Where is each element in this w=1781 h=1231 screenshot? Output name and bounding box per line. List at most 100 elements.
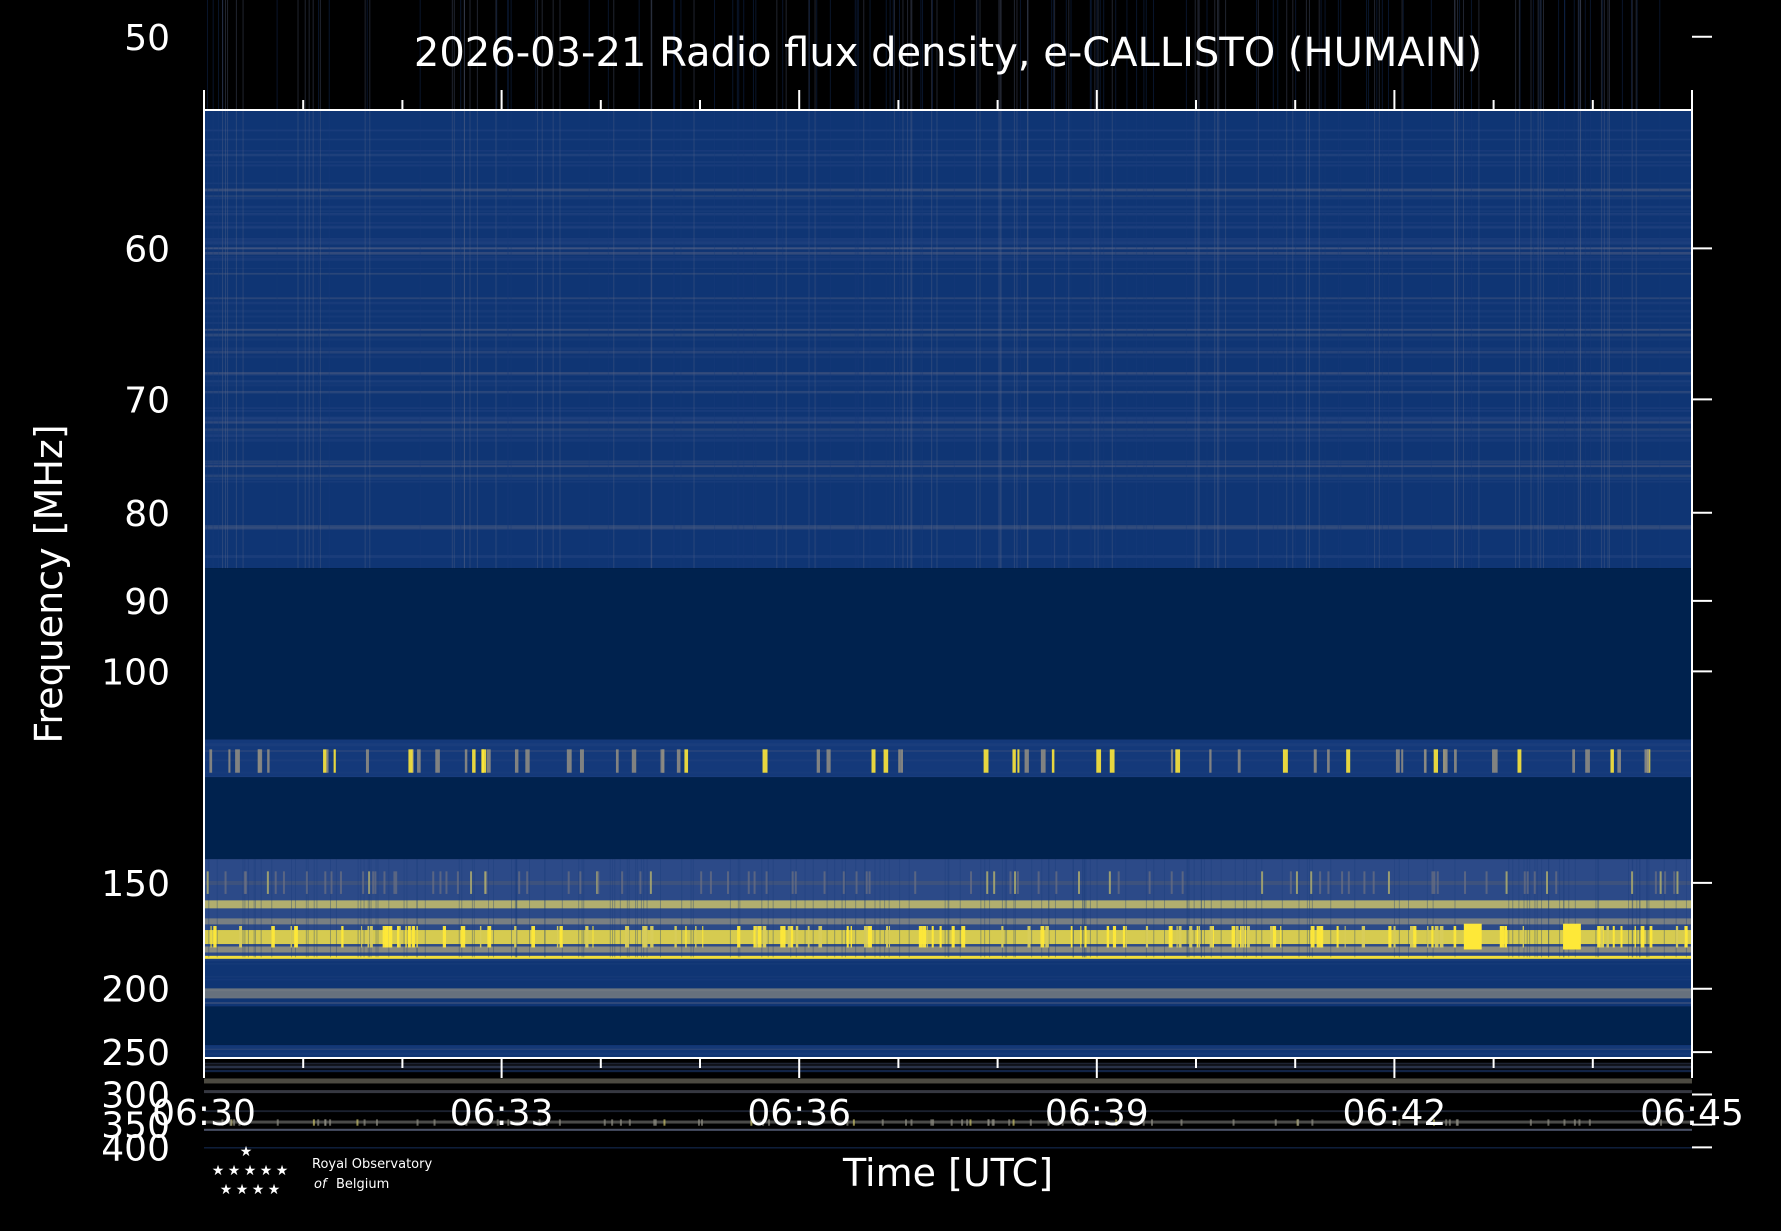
burst-spike-116 <box>525 749 530 773</box>
time-striation <box>1051 0 1053 569</box>
burst-spike-172 <box>755 926 758 948</box>
burst-spike-172 <box>1675 926 1679 948</box>
burst-spike-345 <box>750 1119 753 1126</box>
burst-spike-150 <box>1555 871 1558 894</box>
burst-spike-116 <box>333 749 336 773</box>
time-striation <box>948 859 950 958</box>
freq-line-178 <box>204 946 1692 953</box>
time-striation <box>640 859 642 958</box>
burst-spike-172 <box>780 926 784 948</box>
burst-spike-150 <box>1108 871 1111 894</box>
burst-spike-345 <box>654 1119 657 1126</box>
burst-spike-116 <box>1401 749 1404 773</box>
time-striation <box>1636 0 1638 569</box>
burst-spike-345 <box>1445 1119 1448 1126</box>
burst-spike-116 <box>1170 749 1174 773</box>
burst-spike-172 <box>1198 926 1201 948</box>
time-striation <box>541 0 543 569</box>
noise-streak <box>204 322 1692 324</box>
time-striation <box>975 0 977 569</box>
burst-spike-150 <box>432 871 435 894</box>
burst-spike-116 <box>1585 749 1590 773</box>
time-striation <box>609 859 611 958</box>
burst-spike-345 <box>1456 1119 1459 1126</box>
burst-spike-172 <box>1640 926 1645 948</box>
burst-spike-172 <box>1001 926 1004 948</box>
burst-spike-345 <box>1082 1119 1085 1126</box>
noise-streak <box>204 251 1692 255</box>
x-axis: 06:30 06:33 06:36 06:39 06:42 06:45 <box>152 90 1744 1134</box>
time-striation <box>1153 859 1155 958</box>
burst-spike-172 <box>783 926 786 948</box>
time-striation <box>1609 0 1611 569</box>
time-striation <box>1201 859 1203 958</box>
svg-text:★: ★ <box>228 1163 241 1179</box>
burst-spike-150 <box>855 871 858 894</box>
burst-spike-172 <box>514 926 517 948</box>
time-striation <box>1532 0 1534 569</box>
burst-spike-345 <box>961 1119 964 1126</box>
burst-spike-345 <box>329 1119 332 1126</box>
time-striation <box>1512 859 1514 958</box>
burst-spike-116 <box>983 749 989 773</box>
time-striation <box>370 859 372 958</box>
burst-spike-116 <box>267 749 270 773</box>
time-striation <box>1324 0 1326 569</box>
noise-streak <box>204 438 1692 442</box>
time-striation <box>476 0 478 569</box>
time-striation <box>898 0 900 569</box>
band-noise <box>204 110 1692 569</box>
svg-text:★: ★ <box>244 1163 257 1179</box>
time-striation <box>650 0 652 569</box>
time-striation <box>510 0 512 569</box>
burst-spike-116 <box>1454 749 1457 773</box>
time-striation <box>507 0 509 569</box>
burst-spike-150 <box>1289 871 1292 894</box>
noise-streak <box>204 197 1692 200</box>
burst-spike-345 <box>930 1119 933 1126</box>
time-striation <box>1019 0 1021 569</box>
time-striation <box>1272 0 1274 569</box>
time-striation <box>1579 0 1581 569</box>
burst-spike-172 <box>1388 926 1392 948</box>
time-striation <box>1200 859 1202 958</box>
burst-spike-150 <box>372 871 375 894</box>
time-striation <box>626 859 628 958</box>
time-striation <box>1255 859 1257 958</box>
time-striation <box>312 0 314 569</box>
noise-streak <box>204 473 1692 476</box>
time-striation <box>1568 859 1570 958</box>
burst-spike-150 <box>1310 871 1313 894</box>
burst-spike-172 <box>850 926 852 948</box>
burst-spike-116 <box>566 749 572 773</box>
noise-streak <box>204 480 1692 483</box>
burst-spike-116 <box>1492 749 1495 773</box>
time-striation <box>614 859 616 958</box>
time-striation <box>416 859 418 958</box>
time-striation <box>1089 859 1091 958</box>
time-striation <box>1508 859 1510 958</box>
time-striation <box>1306 859 1308 958</box>
time-striation <box>1457 0 1459 569</box>
burst-spike-172 <box>926 926 928 948</box>
noise-streak <box>204 333 1692 337</box>
time-striation <box>511 859 513 958</box>
time-striation <box>493 859 495 958</box>
burst-spike-172 <box>939 926 942 948</box>
burst-spike-172 <box>1235 926 1239 948</box>
time-striation <box>1378 0 1380 569</box>
noise-streak <box>204 1062 1692 1065</box>
burst-spike-345 <box>375 1119 378 1126</box>
burst-spike-172 <box>762 926 767 948</box>
time-striation <box>1246 859 1248 958</box>
time-striation <box>1115 0 1117 569</box>
time-striation <box>271 859 273 958</box>
time-striation <box>826 859 828 958</box>
time-striation <box>1470 0 1472 569</box>
time-striation <box>453 0 455 569</box>
time-striation <box>855 859 857 958</box>
burst-spike-116 <box>676 749 681 773</box>
burst-spike-150 <box>1363 871 1366 894</box>
time-striation <box>1004 859 1006 958</box>
noise-streak <box>204 410 1692 412</box>
